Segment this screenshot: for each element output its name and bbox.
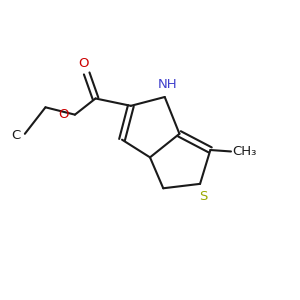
- Text: CH₃: CH₃: [232, 145, 257, 158]
- Text: O: O: [58, 108, 68, 121]
- Text: NH: NH: [157, 77, 177, 91]
- Text: C: C: [11, 129, 20, 142]
- Text: S: S: [199, 190, 207, 203]
- Text: O: O: [79, 58, 89, 70]
